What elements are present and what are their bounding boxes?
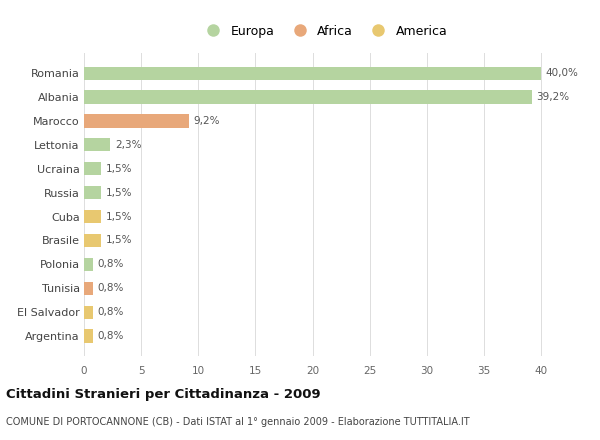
Text: 39,2%: 39,2% [536,92,569,102]
Legend: Europa, Africa, America: Europa, Africa, America [196,20,452,43]
Text: 1,5%: 1,5% [106,164,132,174]
Bar [84,234,101,247]
Bar [84,91,532,104]
Bar [84,330,93,343]
Text: 9,2%: 9,2% [194,116,220,126]
Bar [84,258,93,271]
Text: COMUNE DI PORTOCANNONE (CB) - Dati ISTAT al 1° gennaio 2009 - Elaborazione TUTTI: COMUNE DI PORTOCANNONE (CB) - Dati ISTAT… [6,417,470,427]
Text: 1,5%: 1,5% [106,212,132,222]
Text: Cittadini Stranieri per Cittadinanza - 2009: Cittadini Stranieri per Cittadinanza - 2… [6,388,320,401]
Text: 40,0%: 40,0% [546,68,578,78]
Bar [84,305,93,319]
Text: 0,8%: 0,8% [98,283,124,293]
Bar [84,186,101,199]
Bar [84,114,189,128]
Text: 1,5%: 1,5% [106,235,132,246]
Bar [84,210,101,223]
Text: 0,8%: 0,8% [98,331,124,341]
Bar [84,66,541,80]
Bar [84,162,101,175]
Text: 0,8%: 0,8% [98,307,124,317]
Text: 0,8%: 0,8% [98,259,124,269]
Text: 2,3%: 2,3% [115,140,142,150]
Text: 1,5%: 1,5% [106,187,132,198]
Bar [84,282,93,295]
Bar [84,138,110,151]
